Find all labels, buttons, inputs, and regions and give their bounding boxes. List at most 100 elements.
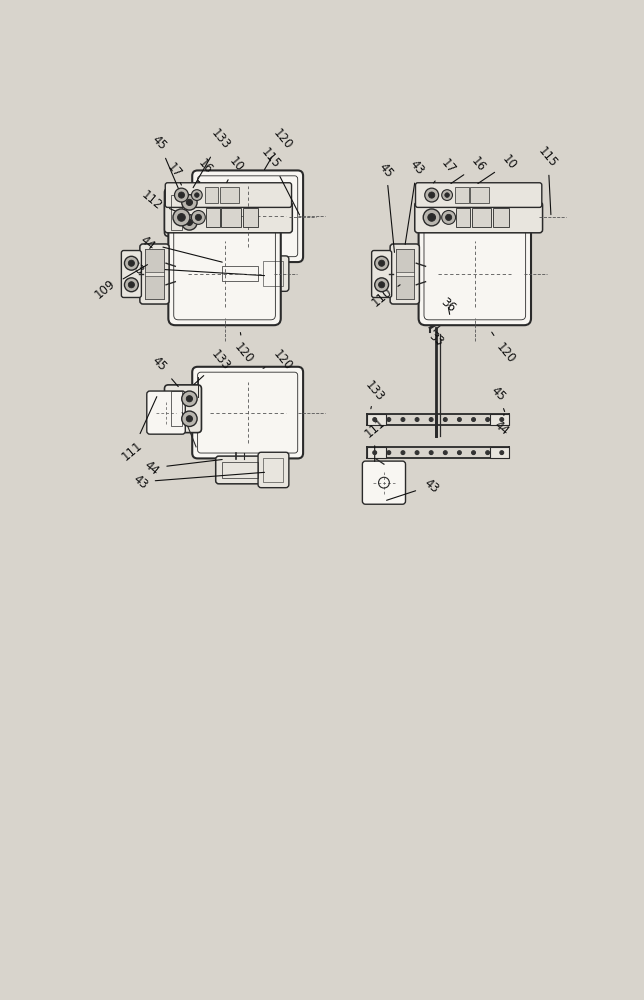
- Text: 109: 109: [93, 265, 147, 302]
- Bar: [171, 195, 182, 230]
- Circle shape: [428, 214, 435, 221]
- Text: 10: 10: [226, 155, 246, 183]
- Bar: [146, 249, 164, 272]
- Circle shape: [430, 451, 433, 455]
- Bar: [146, 249, 164, 299]
- Bar: [493, 208, 509, 227]
- Text: 120: 120: [265, 127, 294, 170]
- Circle shape: [173, 209, 190, 226]
- Circle shape: [191, 190, 202, 200]
- Circle shape: [442, 210, 455, 224]
- FancyBboxPatch shape: [419, 223, 531, 325]
- Bar: [171, 391, 182, 426]
- Text: 43: 43: [386, 476, 440, 500]
- Text: 36: 36: [438, 295, 458, 315]
- Bar: [263, 261, 283, 286]
- Bar: [220, 187, 239, 203]
- FancyBboxPatch shape: [166, 183, 292, 207]
- Circle shape: [500, 418, 504, 421]
- Text: 33: 33: [426, 330, 446, 349]
- Bar: [470, 187, 489, 203]
- Text: 43: 43: [405, 158, 427, 244]
- Text: 45: 45: [149, 354, 178, 387]
- Text: 115: 115: [259, 146, 299, 215]
- Circle shape: [379, 282, 384, 288]
- Circle shape: [445, 193, 450, 197]
- Bar: [395, 249, 414, 272]
- Bar: [206, 208, 220, 227]
- Circle shape: [442, 190, 453, 200]
- Bar: [146, 276, 164, 299]
- Circle shape: [401, 451, 405, 455]
- Circle shape: [186, 199, 193, 205]
- Circle shape: [387, 451, 391, 455]
- Circle shape: [486, 451, 489, 455]
- Circle shape: [429, 192, 435, 198]
- Bar: [490, 414, 509, 425]
- Bar: [471, 208, 491, 227]
- Bar: [457, 208, 470, 227]
- FancyBboxPatch shape: [216, 456, 264, 484]
- Text: 133: 133: [193, 127, 233, 188]
- Circle shape: [500, 451, 504, 455]
- Circle shape: [182, 411, 197, 426]
- Text: 44: 44: [492, 414, 512, 438]
- Circle shape: [471, 418, 475, 421]
- Bar: [222, 266, 258, 281]
- FancyBboxPatch shape: [168, 223, 281, 325]
- FancyBboxPatch shape: [415, 183, 542, 207]
- Circle shape: [375, 278, 388, 292]
- Text: 120: 120: [232, 333, 256, 366]
- Circle shape: [486, 418, 489, 421]
- Circle shape: [186, 219, 193, 225]
- Circle shape: [124, 256, 138, 270]
- FancyBboxPatch shape: [372, 251, 392, 297]
- Bar: [395, 249, 414, 299]
- Bar: [395, 276, 414, 299]
- Text: 111: 111: [119, 397, 156, 463]
- Bar: [490, 447, 509, 458]
- Text: 115: 115: [536, 144, 560, 215]
- Text: 111: 111: [362, 416, 388, 461]
- Circle shape: [178, 214, 185, 221]
- Circle shape: [457, 418, 461, 421]
- Circle shape: [471, 451, 475, 455]
- Circle shape: [373, 451, 377, 455]
- Circle shape: [443, 418, 447, 421]
- Bar: [243, 208, 258, 227]
- Circle shape: [186, 396, 193, 402]
- Text: 44: 44: [142, 458, 222, 478]
- Circle shape: [423, 209, 440, 226]
- Circle shape: [387, 418, 391, 421]
- Circle shape: [195, 214, 202, 220]
- Text: 43: 43: [126, 258, 265, 278]
- Text: 45: 45: [377, 160, 396, 252]
- FancyBboxPatch shape: [147, 391, 185, 434]
- Text: 45: 45: [149, 133, 179, 190]
- FancyBboxPatch shape: [192, 367, 303, 458]
- Circle shape: [373, 418, 377, 421]
- FancyBboxPatch shape: [216, 260, 264, 287]
- Circle shape: [401, 418, 405, 421]
- FancyBboxPatch shape: [164, 202, 292, 233]
- Text: 120: 120: [492, 332, 518, 366]
- FancyBboxPatch shape: [192, 170, 303, 262]
- Circle shape: [124, 278, 138, 292]
- FancyBboxPatch shape: [164, 189, 202, 236]
- Circle shape: [175, 188, 188, 202]
- Bar: [222, 208, 241, 227]
- Circle shape: [178, 192, 185, 198]
- Circle shape: [128, 260, 135, 266]
- Text: 44: 44: [138, 233, 222, 262]
- Text: 17: 17: [165, 160, 184, 185]
- Bar: [205, 187, 218, 203]
- Circle shape: [457, 451, 461, 455]
- Text: 133: 133: [363, 378, 387, 409]
- Circle shape: [443, 451, 447, 455]
- Circle shape: [425, 188, 439, 202]
- Text: 10: 10: [478, 152, 519, 184]
- Text: 16: 16: [451, 155, 488, 184]
- Circle shape: [446, 214, 451, 220]
- Text: 43: 43: [130, 472, 265, 492]
- Circle shape: [430, 418, 433, 421]
